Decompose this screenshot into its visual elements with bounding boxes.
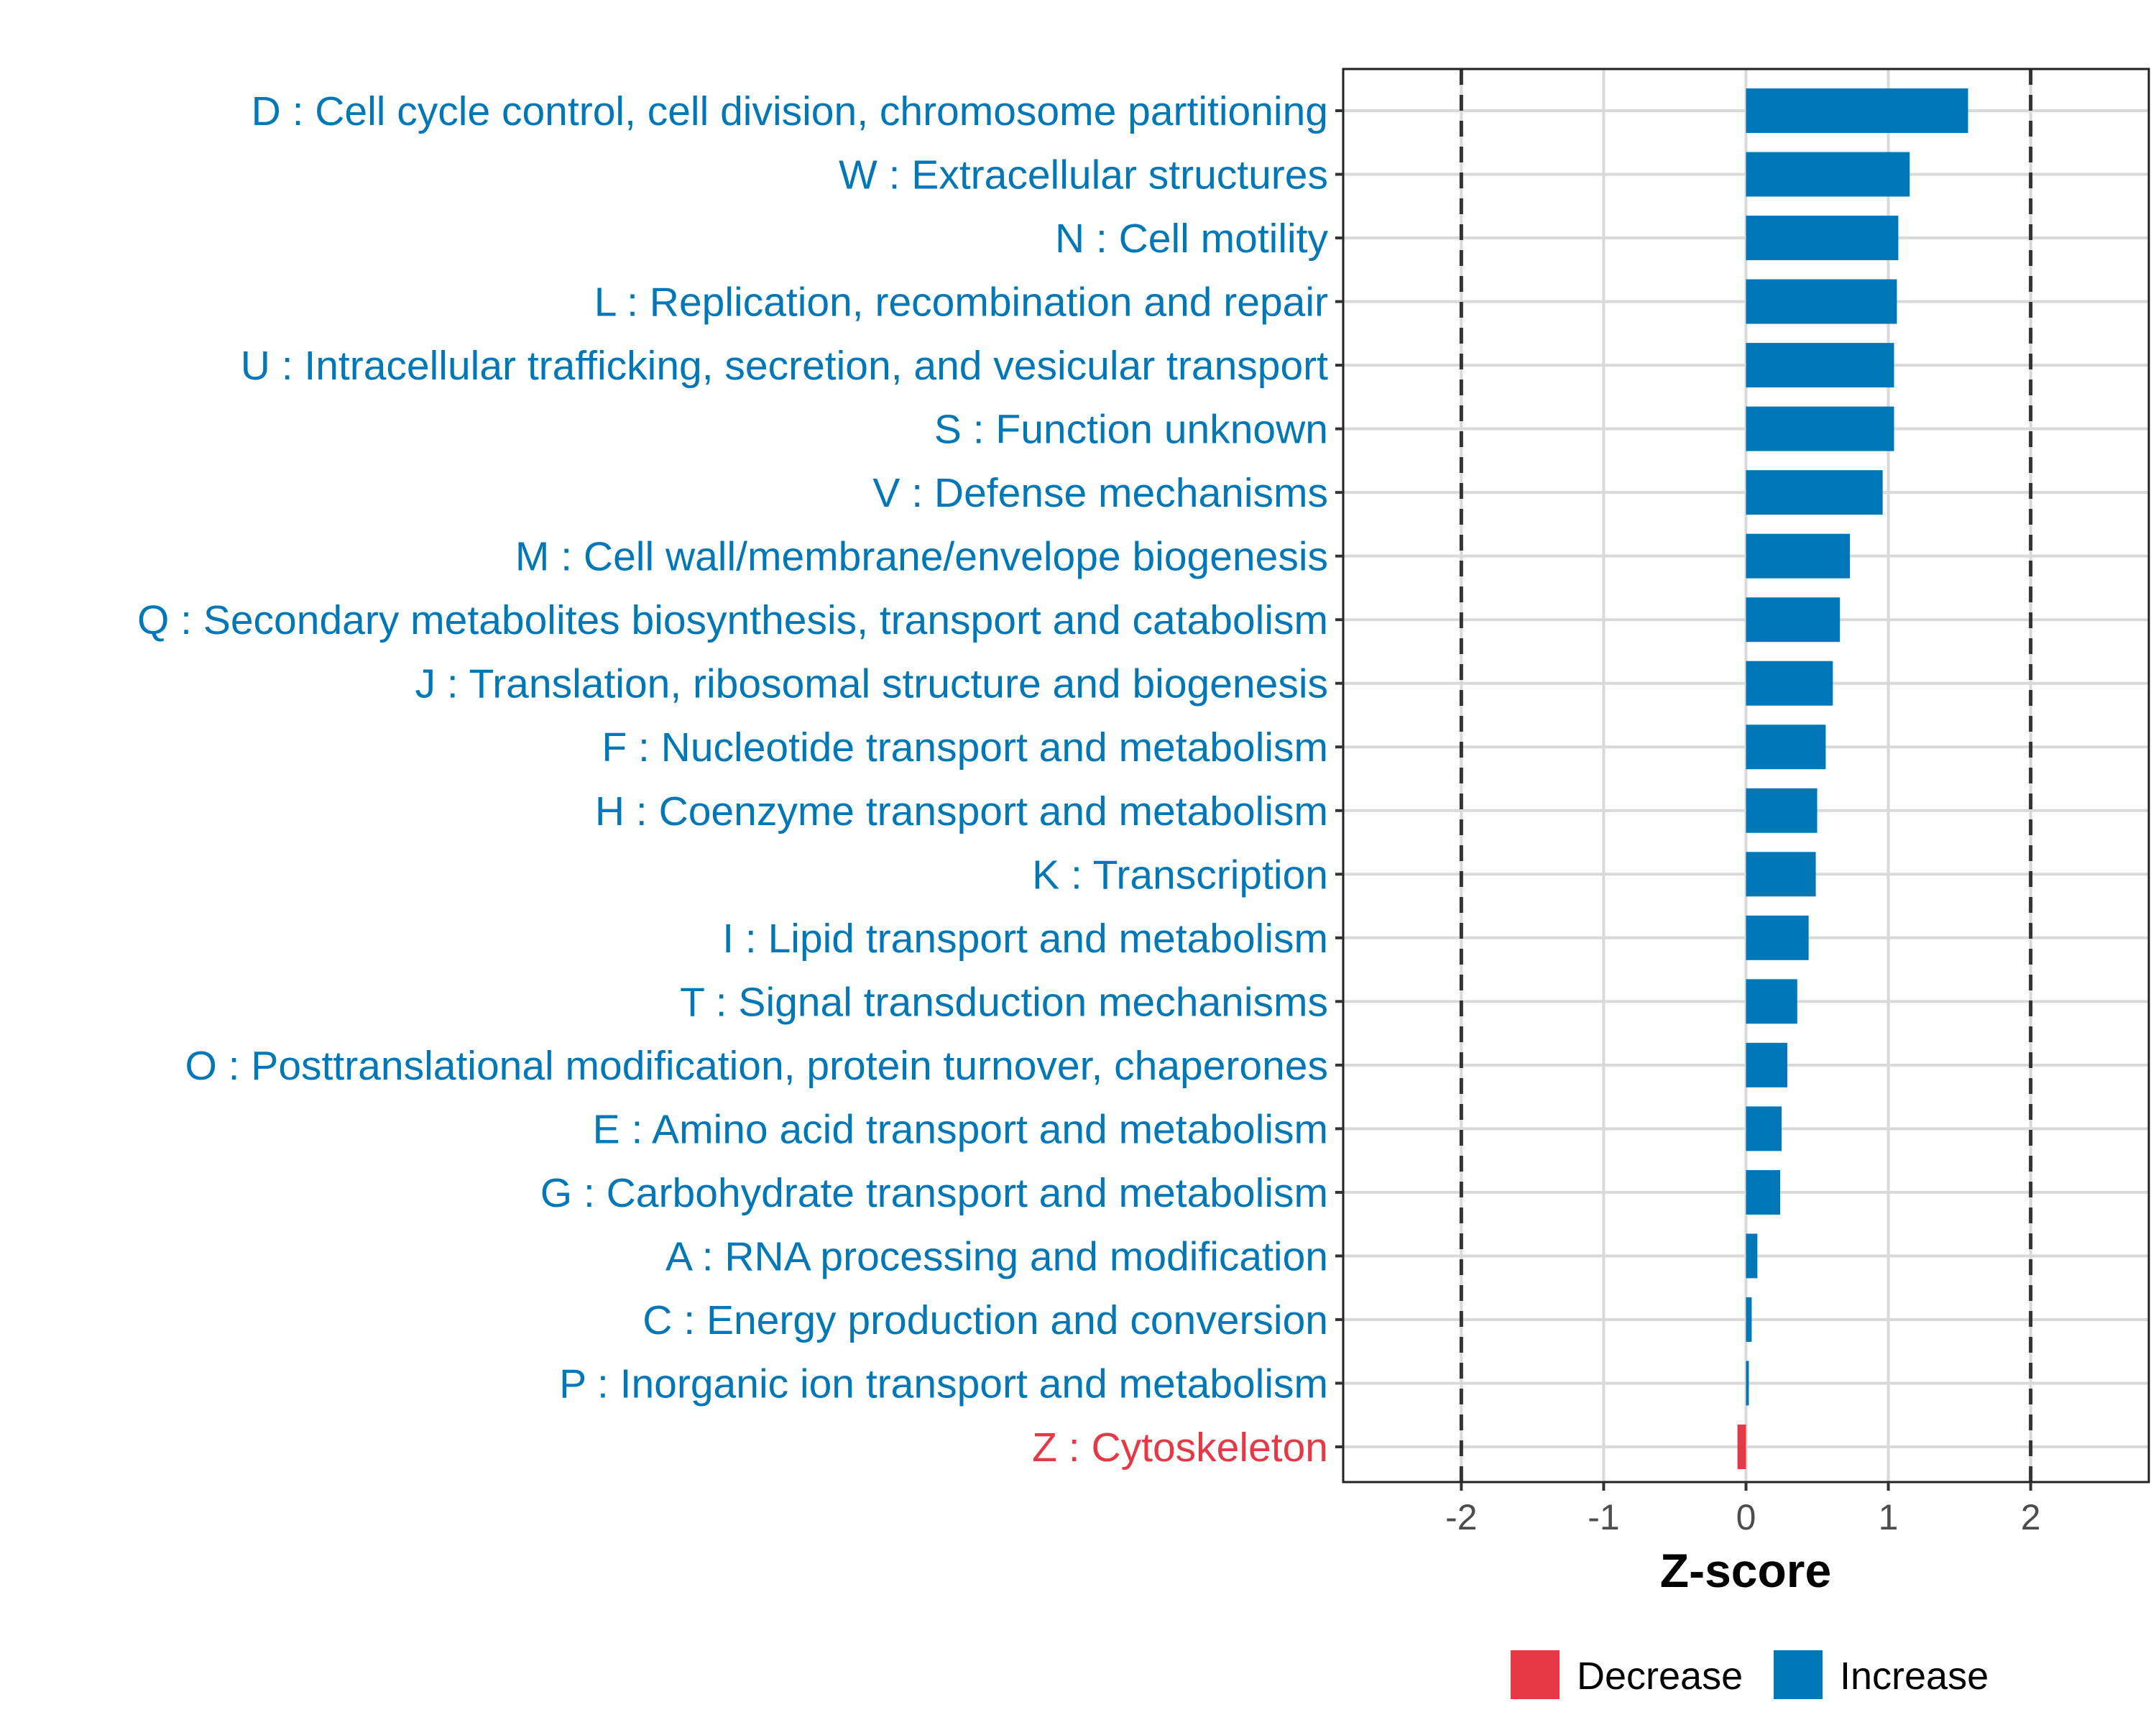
- bar: [1746, 788, 1818, 833]
- y-axis-label: O : Posttranslational modification, prot…: [185, 1043, 1328, 1089]
- y-axis-label: G : Carbohydrate transport and metabolis…: [540, 1170, 1328, 1216]
- bar: [1737, 1425, 1746, 1469]
- x-tick-label: 0: [1736, 1497, 1756, 1537]
- bar: [1746, 1106, 1782, 1151]
- y-axis-label: P : Inorganic ion transport and metaboli…: [559, 1361, 1328, 1407]
- x-tick-label: 1: [1879, 1497, 1899, 1537]
- x-tick-label: -1: [1588, 1497, 1619, 1537]
- bar: [1746, 1361, 1749, 1406]
- bar: [1746, 88, 1968, 133]
- y-axis-label: L : Replication, recombination and repai…: [594, 280, 1328, 326]
- bar: [1746, 1042, 1787, 1087]
- legend-swatch-decrease: [1511, 1650, 1560, 1699]
- bar: [1746, 1169, 1781, 1215]
- bar: [1746, 915, 1809, 960]
- y-axis-label: Q : Secondary metabolites biosynthesis, …: [137, 597, 1328, 643]
- y-axis-label: I : Lipid transport and metabolism: [722, 916, 1328, 962]
- bar: [1746, 406, 1894, 451]
- legend: Decrease Increase: [1511, 1650, 1989, 1699]
- bar: [1746, 979, 1797, 1024]
- legend-swatch-increase: [1774, 1650, 1823, 1699]
- reference-lines: [1459, 69, 2033, 1482]
- bar: [1746, 152, 1910, 197]
- bar: [1746, 279, 1897, 324]
- bar: [1746, 470, 1883, 515]
- legend-label-decrease: Decrease: [1577, 1655, 1743, 1698]
- bar: [1746, 1297, 1752, 1342]
- bar: [1746, 343, 1894, 388]
- y-axis-labels: D : Cell cycle control, cell division, c…: [137, 88, 1343, 1471]
- y-axis-label: E : Amino acid transport and metabolism: [593, 1106, 1328, 1152]
- bars: [1737, 88, 1968, 1469]
- y-axis-label: F : Nucleotide transport and metabolism: [602, 724, 1328, 770]
- bar: [1746, 724, 1826, 770]
- bar: [1746, 533, 1851, 579]
- bar: [1746, 661, 1833, 706]
- bar: [1746, 1233, 1758, 1279]
- y-axis-label: U : Intracellular trafficking, secretion…: [241, 343, 1328, 389]
- x-axis-ticks: -2 -1 0 1 2: [1445, 1482, 2041, 1537]
- y-axis-label: D : Cell cycle control, cell division, c…: [252, 88, 1328, 134]
- y-axis-label: W : Extracellular structures: [839, 152, 1328, 198]
- y-axis-label: V : Defense mechanisms: [872, 470, 1328, 516]
- x-axis-title: Z-score: [1660, 1544, 1831, 1597]
- bar: [1746, 216, 1899, 261]
- y-axis-label: A : RNA processing and modification: [665, 1233, 1328, 1279]
- legend-label-increase: Increase: [1840, 1655, 1989, 1698]
- y-axis-label: K : Transcription: [1032, 852, 1328, 898]
- x-tick-label: -2: [1445, 1497, 1477, 1537]
- y-axis-label: C : Energy production and conversion: [642, 1297, 1328, 1343]
- y-axis-label: Z : Cytoskeleton: [1032, 1425, 1328, 1471]
- x-tick-label: 2: [2021, 1497, 2041, 1537]
- y-axis-label: T : Signal transduction mechanisms: [680, 979, 1328, 1025]
- y-axis-label: M : Cell wall/membrane/envelope biogenes…: [515, 534, 1328, 580]
- bar: [1746, 597, 1841, 643]
- y-axis-label: S : Function unknown: [934, 407, 1328, 453]
- y-axis-label: H : Coenzyme transport and metabolism: [595, 788, 1328, 834]
- y-axis-label: J : Translation, ribosomal structure and…: [415, 661, 1328, 707]
- y-axis-label: N : Cell motility: [1055, 216, 1329, 262]
- bar: [1746, 852, 1816, 897]
